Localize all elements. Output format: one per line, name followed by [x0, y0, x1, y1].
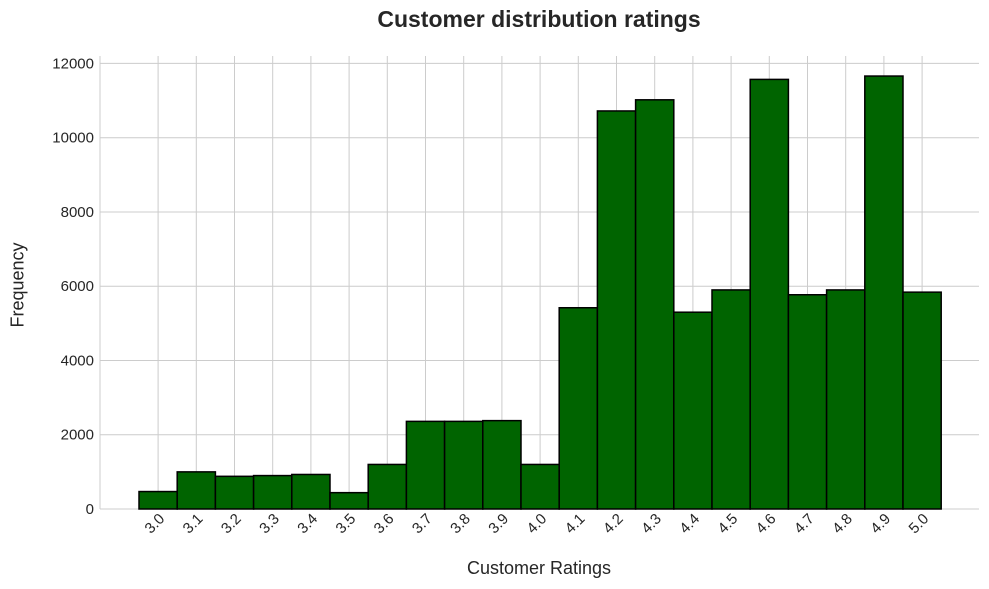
x-tick-label: 3.7: [409, 510, 436, 537]
x-tick-label: 3.4: [294, 510, 321, 537]
x-tick-label: 3.1: [180, 510, 207, 537]
x-tick-label: 3.2: [218, 510, 245, 537]
bar-3.6: [367, 463, 408, 510]
x-tick-label: 4.4: [676, 510, 703, 537]
bar-3.5: [329, 491, 369, 510]
bar-4.3: [634, 99, 675, 510]
x-tick-label: 4.2: [600, 510, 627, 537]
bar-3.1: [176, 471, 217, 510]
bar-4.6: [749, 78, 790, 510]
x-tick-label: 3.3: [256, 510, 283, 537]
x-tick-label: 3.9: [485, 510, 512, 537]
x-tick-label: 3.0: [142, 510, 169, 537]
y-tick-label: 4000: [61, 352, 94, 369]
bar-4.4: [673, 311, 713, 510]
x-tick-label: 4.6: [753, 510, 780, 537]
x-tick-label: 4.0: [524, 510, 551, 537]
bar-4.5: [711, 289, 751, 510]
bar-3.4: [291, 473, 331, 510]
x-tick-label: 4.8: [829, 510, 856, 537]
bar-4.7: [787, 294, 828, 510]
y-tick-label: 2000: [61, 427, 94, 444]
bar-3.8: [443, 420, 484, 510]
bar-3.3: [252, 474, 293, 510]
x-tick-label: 4.1: [562, 510, 589, 537]
bar-3.7: [405, 420, 446, 510]
chart-title: Customer distribution ratings: [377, 6, 701, 32]
y-tick-label: 12000: [52, 55, 94, 72]
x-tick-label: 3.5: [333, 510, 360, 537]
x-tick-label: 4.5: [715, 510, 742, 537]
y-tick-label: 10000: [52, 130, 94, 147]
bar-4.0: [520, 463, 560, 510]
bar-3.2: [214, 475, 255, 510]
x-tick-label: 3.6: [371, 510, 398, 537]
x-tick-label: 4.3: [638, 510, 665, 537]
x-tick-label: 4.9: [867, 510, 894, 537]
x-tick-label: 4.7: [791, 510, 818, 537]
bar-4.8: [825, 289, 866, 510]
y-tick-label: 6000: [61, 278, 94, 295]
bar-4.1: [558, 306, 599, 510]
bar-3.0: [138, 490, 178, 510]
y-tick-label: 0: [86, 501, 94, 518]
x-tick-label: 5.0: [906, 510, 933, 537]
y-tick-label: 8000: [61, 204, 94, 221]
x-axis-label: Customer Ratings: [466, 558, 612, 578]
bar-4.9: [864, 75, 904, 510]
x-tick-label: 3.8: [447, 510, 474, 537]
bar-4.2: [596, 110, 637, 510]
bar-3.9: [482, 419, 522, 510]
bar-5.0: [902, 291, 942, 510]
